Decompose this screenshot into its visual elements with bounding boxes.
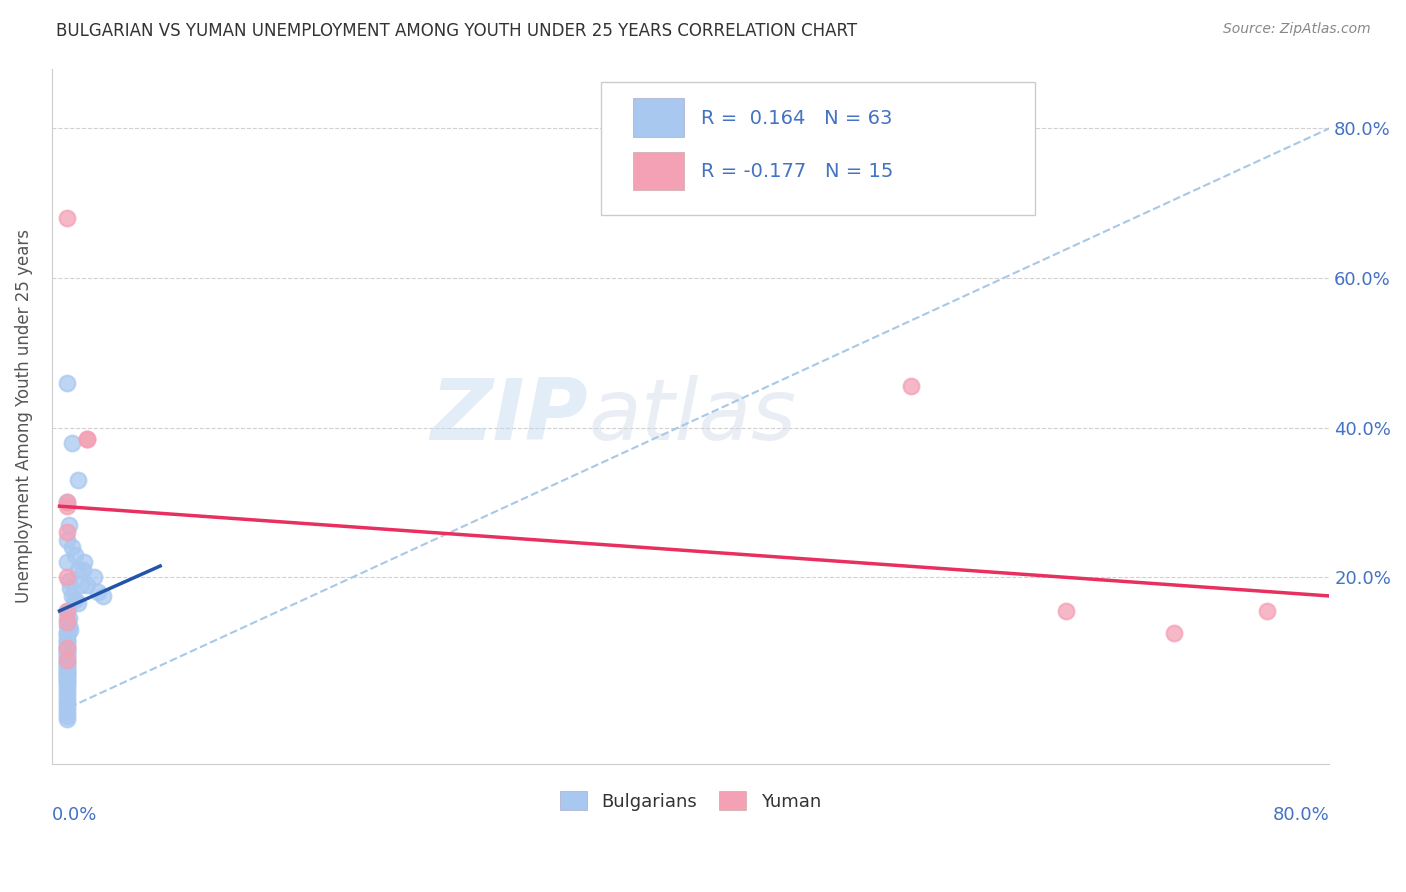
Text: atlas: atlas [588, 375, 796, 458]
Point [56, 682, 79, 697]
Point [56, 533, 79, 547]
Text: 80.0%: 80.0% [1272, 806, 1329, 824]
Point [76, 432, 98, 446]
Point [91, 589, 114, 603]
Point [1054, 604, 1077, 618]
Point [56, 667, 79, 681]
Text: Source: ZipAtlas.com: Source: ZipAtlas.com [1223, 22, 1371, 37]
Point [56, 679, 79, 693]
FancyBboxPatch shape [633, 98, 685, 136]
Point [58, 619, 80, 633]
Point [56, 495, 79, 509]
Point [56, 633, 79, 648]
Point [56, 555, 79, 569]
Point [56, 611, 79, 625]
Point [1256, 604, 1278, 618]
Point [58, 574, 80, 588]
Point [56, 705, 79, 719]
Point [56, 675, 79, 690]
Point [56, 626, 79, 640]
Point [56, 686, 79, 700]
Point [58, 517, 80, 532]
Legend: Bulgarians, Yuman: Bulgarians, Yuman [553, 784, 828, 818]
Text: R = -0.177   N = 15: R = -0.177 N = 15 [700, 162, 893, 181]
Point [56, 495, 79, 509]
Point [56, 641, 79, 656]
Point [63, 592, 86, 607]
Point [56, 652, 79, 666]
Point [56, 708, 79, 723]
Point [56, 525, 79, 540]
Text: ZIP: ZIP [430, 375, 588, 458]
Point [56, 626, 79, 640]
Point [59, 623, 82, 637]
Point [67, 563, 90, 577]
Point [900, 379, 922, 393]
Point [56, 675, 79, 690]
Point [56, 638, 79, 652]
Point [56, 657, 79, 671]
Point [76, 578, 98, 592]
Point [56, 211, 79, 226]
Point [56, 604, 79, 618]
Point [76, 432, 98, 446]
Point [60, 435, 83, 450]
Point [56, 667, 79, 681]
Point [56, 499, 79, 513]
Point [56, 376, 79, 390]
Point [56, 641, 79, 656]
Point [60, 541, 83, 555]
Point [59, 582, 82, 596]
Point [56, 660, 79, 674]
Point [67, 596, 90, 610]
Y-axis label: Unemployment Among Youth under 25 years: Unemployment Among Youth under 25 years [15, 229, 32, 603]
Point [67, 473, 90, 487]
Text: BULGARIAN VS YUMAN UNEMPLOYMENT AMONG YOUTH UNDER 25 YEARS CORRELATION CHART: BULGARIAN VS YUMAN UNEMPLOYMENT AMONG YO… [56, 22, 858, 40]
Point [56, 657, 79, 671]
Point [56, 660, 79, 674]
Point [58, 611, 80, 625]
Point [56, 570, 79, 584]
Point [60, 589, 83, 603]
Point [56, 694, 79, 708]
Text: R =  0.164   N = 63: R = 0.164 N = 63 [700, 109, 891, 128]
Point [56, 648, 79, 663]
Point [56, 645, 79, 659]
FancyBboxPatch shape [633, 152, 685, 190]
Point [87, 585, 110, 599]
Point [56, 615, 79, 629]
Point [56, 652, 79, 666]
FancyBboxPatch shape [602, 82, 1035, 215]
Point [56, 604, 79, 618]
Point [1163, 626, 1185, 640]
Point [56, 641, 79, 656]
Point [56, 630, 79, 644]
Point [63, 548, 86, 562]
Point [56, 648, 79, 663]
Point [56, 633, 79, 648]
Text: 0.0%: 0.0% [52, 806, 97, 824]
Point [56, 690, 79, 704]
Point [72, 563, 94, 577]
Point [56, 671, 79, 685]
Point [70, 578, 93, 592]
Point [56, 701, 79, 715]
Point [56, 645, 79, 659]
Point [56, 698, 79, 712]
Point [56, 619, 79, 633]
Point [83, 570, 105, 584]
Point [56, 664, 79, 678]
Point [56, 712, 79, 726]
Point [56, 664, 79, 678]
Point [73, 555, 96, 569]
Point [56, 671, 79, 685]
